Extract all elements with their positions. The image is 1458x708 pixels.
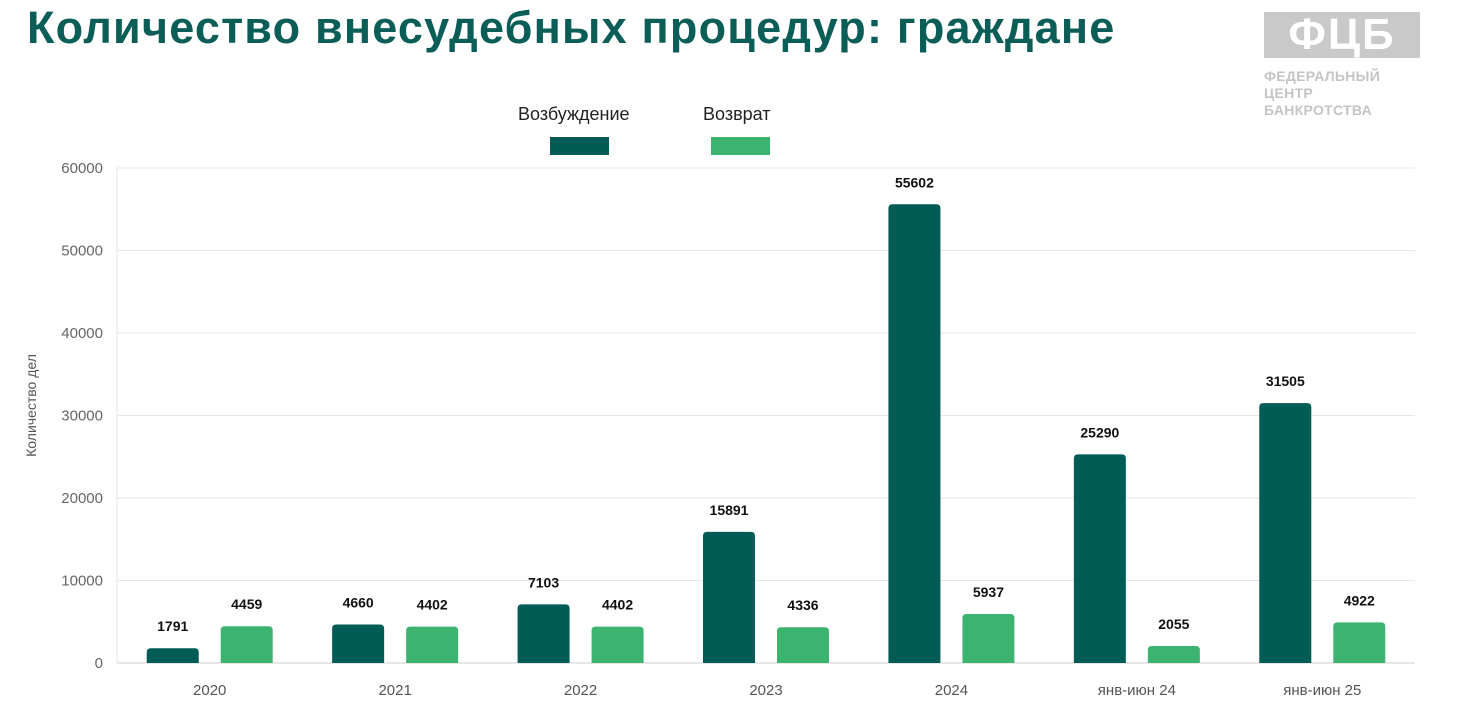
y-axis-label: Количество дел (23, 354, 39, 457)
legend-label-vozbuzhdenie: Возбуждение (518, 104, 630, 124)
page-title: Количество внесудебных процедур: граждан… (27, 2, 1116, 53)
data-label: 4459 (231, 596, 262, 612)
data-label: 25290 (1080, 424, 1119, 440)
data-label: 4402 (602, 597, 633, 613)
logo-text: ФЕДЕРАЛЬНЫЙ ЦЕНТР БАНКРОТСТВА (1264, 68, 1420, 119)
bar (1333, 622, 1386, 663)
bar (220, 626, 273, 663)
logo-mark: ФЦБ (1264, 12, 1420, 58)
y-tick-label: 10000 (61, 573, 103, 590)
data-label: 31505 (1266, 373, 1305, 389)
data-label: 2055 (1158, 616, 1189, 632)
x-tick-label: 2020 (193, 682, 226, 699)
y-tick-label: 20000 (61, 490, 103, 507)
data-label: 7103 (528, 574, 559, 590)
logo-line: ЦЕНТР (1264, 85, 1314, 101)
bar (332, 624, 385, 663)
bar (1259, 403, 1312, 663)
bar (962, 614, 1015, 663)
bar (517, 604, 570, 663)
data-label: 4402 (417, 597, 448, 613)
x-tick-label: 2024 (935, 682, 968, 699)
y-tick-label: 50000 (61, 243, 103, 260)
bar (777, 627, 829, 663)
legend-swatch-vozbuzhdenie (550, 137, 609, 155)
x-tick-label: 2021 (378, 682, 411, 699)
bar (703, 531, 755, 663)
x-tick-label: янв-июн 24 (1098, 682, 1176, 699)
y-tick-label: 60000 (61, 160, 103, 177)
bar (1073, 454, 1126, 663)
x-tick-label: янв-июн 25 (1283, 682, 1361, 699)
bar (406, 626, 459, 663)
y-tick-label: 40000 (61, 325, 103, 342)
y-tick-label: 30000 (61, 408, 103, 425)
y-tick-label: 0 (95, 655, 103, 672)
bar (591, 626, 644, 663)
data-label: 55602 (895, 174, 934, 190)
data-label: 4660 (343, 595, 374, 611)
legend-swatch-vozvrat (711, 137, 770, 155)
x-tick-label: 2023 (749, 682, 782, 699)
bar (1147, 646, 1200, 663)
data-label: 4922 (1344, 592, 1375, 608)
bar (888, 204, 941, 663)
data-label: 5937 (973, 584, 1004, 600)
data-label: 1791 (157, 618, 188, 634)
data-label: 4336 (787, 597, 818, 613)
logo-line: БАНКРОТСТВА (1264, 102, 1373, 118)
logo-line: ФЕДЕРАЛЬНЫЙ (1264, 68, 1381, 84)
legend-label-vozvrat: Возврат (703, 104, 771, 124)
logo: ФЦБ ФЕДЕРАЛЬНЫЙ ЦЕНТР БАНКРОТСТВА (1264, 12, 1420, 119)
data-label: 15891 (710, 502, 749, 518)
x-tick-label: 2022 (564, 682, 597, 699)
bar (146, 648, 199, 663)
